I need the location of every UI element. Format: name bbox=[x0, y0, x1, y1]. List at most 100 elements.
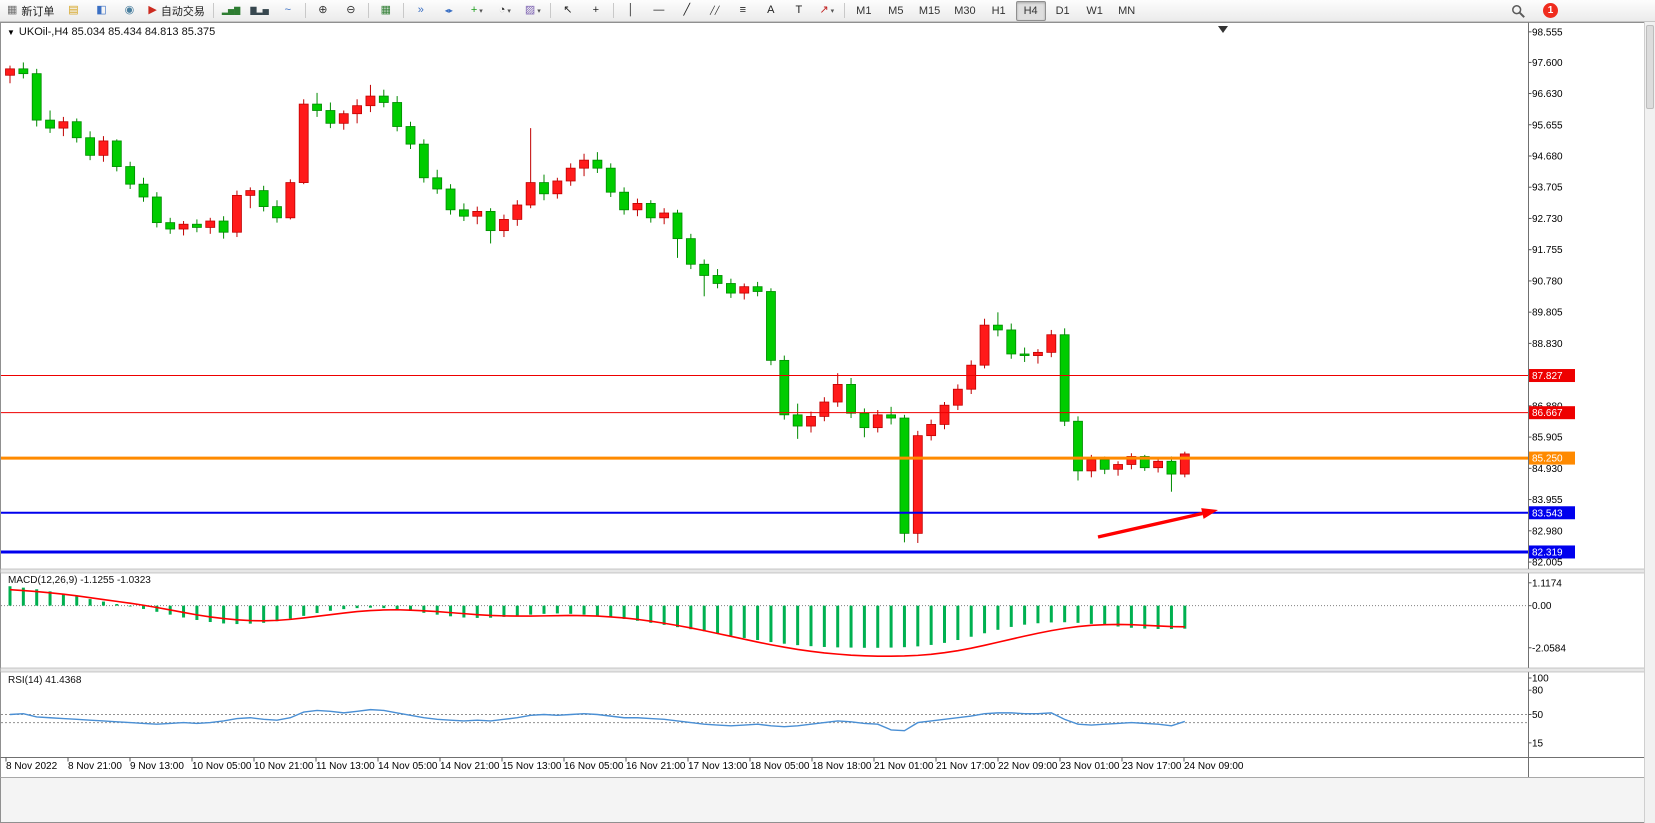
candle bbox=[165, 222, 176, 230]
crosshair-button[interactable]: + bbox=[583, 1, 609, 21]
timeframe-button-m1[interactable]: M1 bbox=[856, 4, 872, 17]
candle bbox=[993, 324, 1003, 331]
candlestick-chart-button[interactable]: ▇▂▅ bbox=[246, 1, 272, 21]
rsi-axis-label: 80 bbox=[1532, 686, 1544, 697]
candle bbox=[285, 182, 296, 219]
candle bbox=[378, 95, 389, 103]
chart-shift-button[interactable]: ◂▸ bbox=[436, 1, 462, 21]
price-tag bbox=[1529, 369, 1575, 383]
data-window-icon: ◧ bbox=[96, 4, 107, 16]
candle bbox=[178, 223, 189, 230]
time-axis-label: 10 Nov 21:00 bbox=[254, 761, 314, 772]
zoom-out-button[interactable]: ⊖ bbox=[338, 1, 364, 21]
bar-chart-button[interactable]: ▂▅▇ bbox=[218, 1, 244, 21]
notification-badge[interactable]: 1 bbox=[1543, 3, 1558, 18]
timeframe-button-d1[interactable]: D1 bbox=[1055, 4, 1070, 17]
candlestick-chart-icon: ▇▂▅ bbox=[250, 5, 269, 15]
macd-axis-label: -2.0584 bbox=[1532, 643, 1566, 654]
navigator-button[interactable]: ◉ bbox=[116, 1, 142, 21]
market-watch-button[interactable]: ▤ bbox=[60, 1, 86, 21]
candle bbox=[111, 140, 122, 167]
toolbar-separator bbox=[612, 3, 614, 18]
zoom-in-button[interactable]: ⊕ bbox=[310, 1, 336, 21]
chart-dropdown-icon[interactable]: ▼ bbox=[7, 27, 15, 37]
text-label-icon: T bbox=[795, 4, 803, 16]
price-axis-label: 95.655 bbox=[1532, 120, 1563, 131]
chart-shift-marker[interactable] bbox=[1218, 26, 1228, 33]
candle bbox=[258, 190, 269, 208]
candle bbox=[1166, 460, 1177, 475]
new-order-icon: ▦ bbox=[7, 4, 18, 16]
data-window-button[interactable]: ◧ bbox=[88, 1, 114, 21]
candle bbox=[1019, 353, 1030, 356]
arrows-button[interactable]: ↗ ▾ bbox=[814, 1, 840, 21]
price-axis-label: 94.680 bbox=[1532, 151, 1563, 162]
rsi-line bbox=[9, 708, 1186, 732]
chart-canvas[interactable] bbox=[0, 22, 1655, 777]
line-chart-button[interactable]: ~ bbox=[275, 1, 301, 21]
fibonacci-button[interactable]: ≡ bbox=[730, 1, 756, 21]
vertical-line-button[interactable]: │ bbox=[618, 1, 644, 21]
horizontal-line-button[interactable]: — bbox=[646, 1, 672, 21]
time-axis-label: 14 Nov 05:00 bbox=[378, 761, 438, 772]
vertical-line-icon: │ bbox=[627, 4, 635, 16]
search-button[interactable] bbox=[1510, 3, 1527, 19]
candle bbox=[1139, 456, 1150, 469]
timeframe-button-m30[interactable]: M30 bbox=[954, 4, 976, 17]
macd-indicator-label: MACD(12,26,9) -1.1255 -1.0323 bbox=[8, 575, 151, 586]
rsi-axis-label: 100 bbox=[1532, 674, 1549, 685]
time-axis-label: 11 Nov 13:00 bbox=[316, 761, 375, 772]
candle bbox=[31, 73, 42, 121]
trendline-button[interactable]: ╱ bbox=[674, 1, 700, 21]
periods-button[interactable]: ◔ ▾ bbox=[492, 1, 518, 21]
scrollbar-thumb[interactable] bbox=[1646, 25, 1654, 109]
dropdown-caret-icon: ▾ bbox=[479, 7, 483, 15]
candle bbox=[325, 110, 336, 124]
candle bbox=[979, 324, 990, 366]
candle bbox=[191, 223, 202, 228]
cursor-button[interactable]: ↖ bbox=[555, 1, 581, 21]
templates-button[interactable]: ▨ ▾ bbox=[520, 1, 546, 21]
autotrading-button[interactable]: ▶ 自动交易 bbox=[144, 1, 208, 21]
candle bbox=[71, 121, 82, 139]
price-tag bbox=[1529, 545, 1575, 559]
price-axis-label: 91.755 bbox=[1532, 245, 1563, 256]
candle bbox=[272, 206, 282, 219]
timeframe-button-mn[interactable]: MN bbox=[1118, 4, 1136, 17]
equidistant-channel-button[interactable]: ╱╱ bbox=[702, 1, 728, 21]
candle bbox=[1073, 420, 1083, 472]
time-axis-label: 16 Nov 05:00 bbox=[564, 761, 624, 772]
time-axis-label: 10 Nov 05:00 bbox=[192, 761, 252, 772]
time-axis-label: 23 Nov 17:00 bbox=[1122, 761, 1182, 772]
auto-scroll-button[interactable]: » bbox=[408, 1, 434, 21]
candle bbox=[779, 359, 790, 416]
candle bbox=[539, 182, 549, 195]
fibonacci-icon: ≡ bbox=[739, 4, 747, 16]
timeframe-button-m5[interactable]: M5 bbox=[888, 4, 904, 17]
arrow-object-head[interactable] bbox=[1201, 508, 1218, 519]
timeframe-button-h4[interactable]: H4 bbox=[1015, 0, 1046, 21]
timeframe-button-m15[interactable]: M15 bbox=[918, 4, 941, 17]
new-order-button[interactable]: ▦ 新订单 bbox=[3, 1, 58, 21]
indicators-button[interactable]: + ▾ bbox=[464, 1, 490, 21]
panel-separator[interactable] bbox=[0, 667, 1655, 673]
zoom-in-icon: ⊕ bbox=[318, 4, 328, 16]
time-axis-label: 14 Nov 21:00 bbox=[440, 761, 500, 772]
auto-scroll-icon: » bbox=[417, 4, 424, 16]
price-axis-label: 92.730 bbox=[1532, 214, 1563, 225]
time-axis-label: 9 Nov 13:00 bbox=[130, 761, 184, 772]
arrow-object[interactable] bbox=[1097, 511, 1203, 539]
time-axis-label: 22 Nov 09:00 bbox=[998, 761, 1058, 772]
candle bbox=[58, 121, 69, 129]
timeframe-button-h1[interactable]: H1 bbox=[991, 4, 1006, 17]
indicators-icon: + bbox=[470, 4, 478, 16]
tile-windows-button[interactable]: ▦ bbox=[373, 1, 399, 21]
text-label-button[interactable]: T bbox=[786, 1, 812, 21]
timeframe-button-w1[interactable]: W1 bbox=[1086, 4, 1103, 17]
vertical-scrollbar[interactable] bbox=[1644, 22, 1655, 823]
dropdown-caret-icon: ▾ bbox=[830, 7, 835, 15]
panel-separator[interactable] bbox=[0, 568, 1655, 574]
text-button[interactable]: A bbox=[758, 1, 784, 21]
